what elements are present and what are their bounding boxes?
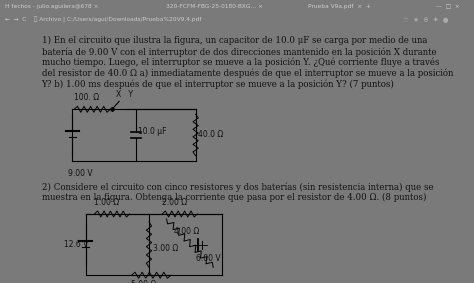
Text: 5.00 Ω: 5.00 Ω — [131, 280, 156, 283]
Text: 6.00 V: 6.00 V — [196, 254, 220, 263]
Text: 1) En el circuito que ilustra la figura, un capacitor de 10.0 μF se carga por me: 1) En el circuito que ilustra la figura,… — [42, 36, 427, 45]
Text: 3.00 Ω: 3.00 Ω — [153, 244, 178, 253]
Text: H fechos - julio.aguilera@678 ×: H fechos - julio.aguilera@678 × — [5, 4, 98, 9]
Text: 100. Ω: 100. Ω — [74, 93, 100, 102]
Text: 2) Considere el circuito con cinco resistores y dos baterías (sin resistencia in: 2) Considere el circuito con cinco resis… — [42, 182, 433, 192]
Text: 40.0 Ω: 40.0 Ω — [198, 130, 224, 140]
Text: 320-FCFM-FBG-25-0180-BXG... ×: 320-FCFM-FBG-25-0180-BXG... × — [166, 4, 263, 9]
Text: 2.00 Ω: 2.00 Ω — [162, 198, 187, 207]
Text: ☆  ★  ⊕  ✦  ●: ☆ ★ ⊕ ✦ ● — [403, 17, 448, 23]
Text: ←  →  C    ⓘ Archivo | C:/Users/agui/Downloads/Prueba%20V9.4.pdf: ← → C ⓘ Archivo | C:/Users/agui/Download… — [5, 17, 201, 23]
Text: Prueba V9a.pdf  ×  +: Prueba V9a.pdf × + — [308, 4, 371, 9]
Text: —  □  ×: — □ × — [436, 4, 460, 9]
Text: 12.6 V: 12.6 V — [64, 240, 88, 249]
Text: batería de 9.00 V con el interruptor de dos direcciones mantenido en la posición: batería de 9.00 V con el interruptor de … — [42, 47, 436, 57]
Text: 10.0 μF: 10.0 μF — [138, 127, 167, 136]
Text: muestra en la figura. Obtenga la corriente que pasa por el resistor de 4.00 Ω. (: muestra en la figura. Obtenga la corrien… — [42, 193, 426, 202]
Text: X   Y: X Y — [117, 90, 134, 99]
Text: mucho tiempo. Luego, el interruptor se mueve a la posición Y. ¿Qué corriente flu: mucho tiempo. Luego, el interruptor se m… — [42, 58, 439, 67]
Text: 4.00 Ω: 4.00 Ω — [173, 227, 199, 236]
Text: 1.00 Ω: 1.00 Ω — [94, 198, 119, 207]
Text: 9.00 V: 9.00 V — [68, 169, 92, 177]
Text: del resistor de 40.0 Ω a) inmediatamente después de que el interruptor se mueve : del resistor de 40.0 Ω a) inmediatamente… — [42, 69, 453, 78]
Text: Y? b) 1.00 ms después de que el interruptor se mueve a la posición Y? (7 puntos): Y? b) 1.00 ms después de que el interrup… — [42, 80, 394, 89]
